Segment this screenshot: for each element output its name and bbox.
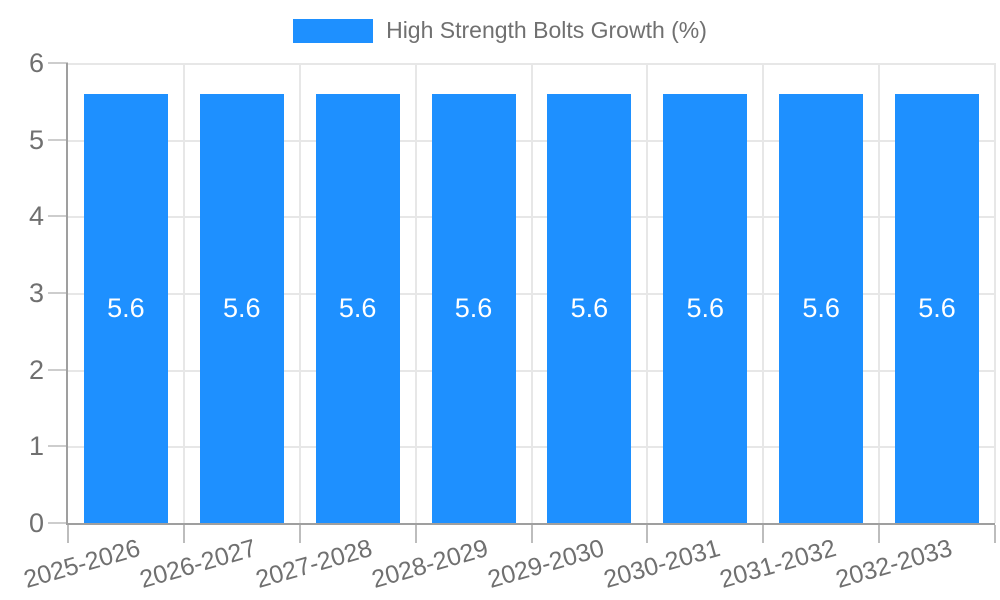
bar-value-label: 5.6 [918,293,956,324]
x-axis-tick-mark [298,525,301,543]
bar-2030-2031[interactable] [663,93,748,523]
chart-legend: High Strength Bolts Growth (%) [0,17,1000,44]
x-axis-tick-mark [67,525,69,543]
y-axis-tick-mark [48,292,68,294]
plot-area: 5.6 5.6 5.6 5.6 5.6 5.6 5.6 5.6 [68,63,996,523]
y-axis-tick-label: 0 [28,508,44,538]
gridline-vertical [762,63,765,523]
gridline-vertical [878,63,881,523]
bar-value-label: 5.6 [686,293,725,324]
legend-label: High Strength Bolts Growth (%) [386,17,707,43]
y-axis-tick-label: 1 [28,431,44,462]
gridline-vertical [530,63,533,523]
y-axis-line [66,63,68,525]
bar-value-label: 5.6 [570,293,609,324]
gridline-vertical [994,63,996,523]
legend-item[interactable]: High Strength Bolts Growth (%) [293,17,707,44]
y-axis-tick-label: 3 [28,278,44,308]
y-axis-tick-label: 6 [28,48,44,78]
y-axis-tick-mark [48,215,68,218]
x-axis-line [66,523,995,525]
y-axis-tick-label: 2 [28,354,44,385]
x-axis-tick-mark [414,525,417,543]
x-axis-tick-mark [762,525,765,543]
bar-2031-2032[interactable] [779,93,864,523]
x-axis-tick-mark [182,525,185,543]
gridline-vertical [182,63,185,523]
x-axis-tick-mark [646,525,649,543]
bar-value-label: 5.6 [802,293,840,324]
gridline-vertical [414,63,417,523]
y-axis-tick-mark [48,368,68,371]
bar-2028-2029[interactable] [431,93,516,523]
x-axis-tick-mark [530,525,533,543]
bar-2029-2030[interactable] [547,93,632,523]
y-axis-tick-labels: 0 1 2 3 4 5 6 [0,48,46,538]
y-axis-tick-label: 4 [28,201,44,232]
x-axis-tick-mark [994,525,996,543]
bar-value-label: 5.6 [223,293,261,324]
bar-value-label: 5.6 [107,293,145,324]
legend-swatch-icon [293,18,374,43]
bar-2027-2028[interactable] [315,93,400,523]
x-axis-tick-mark [878,525,881,543]
bar-2032-2033[interactable] [895,93,980,523]
bar-2026-2027[interactable] [199,93,284,523]
y-axis-tick-label: 5 [28,124,44,155]
y-axis-tick-mark [48,445,68,448]
y-axis-tick-mark [48,138,68,141]
y-axis-tick-mark [48,62,68,64]
gridline-vertical [646,63,649,523]
bar-2025-2026[interactable] [83,93,168,523]
bar-value-label: 5.6 [454,293,493,324]
y-axis-tick-mark [48,522,68,524]
bar-value-label: 5.6 [338,293,377,324]
gridline-vertical [298,63,301,523]
